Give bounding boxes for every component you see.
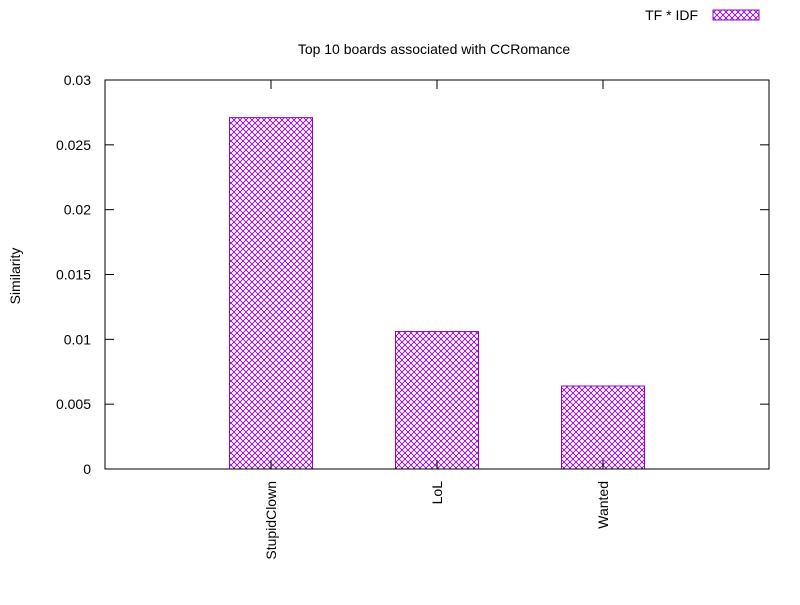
x-tick-label: Wanted	[595, 481, 611, 529]
y-tick-label: 0.005	[56, 396, 91, 412]
chart-title: Top 10 boards associated with CCRomance	[298, 41, 571, 57]
plot-frame	[104, 79, 770, 470]
bar-lol	[395, 331, 479, 470]
y-tick-label: 0.01	[64, 331, 91, 347]
x-tick-label: StupidClown	[263, 481, 279, 560]
legend-label: TF * IDF	[645, 7, 698, 23]
y-tick-label: 0	[83, 461, 91, 477]
y-axis-ticks: 0 0.005 0.01 0.015 0.02 0.025 0.03	[56, 72, 769, 477]
y-axis-label: Similarity	[7, 248, 23, 305]
y-tick-label: 0.015	[56, 267, 91, 283]
bar-series	[229, 117, 645, 470]
legend: TF * IDF	[645, 7, 760, 23]
y-tick-label: 0.03	[64, 72, 91, 88]
y-tick-label: 0.02	[64, 202, 91, 218]
y-tick-label: 0.025	[56, 137, 91, 153]
bar-stupidclown	[229, 117, 313, 470]
x-tick-label: LoL	[429, 481, 445, 505]
bar-wanted	[561, 385, 645, 470]
x-axis-ticks: StupidClown LoL Wanted	[263, 80, 611, 560]
legend-swatch	[712, 9, 760, 21]
